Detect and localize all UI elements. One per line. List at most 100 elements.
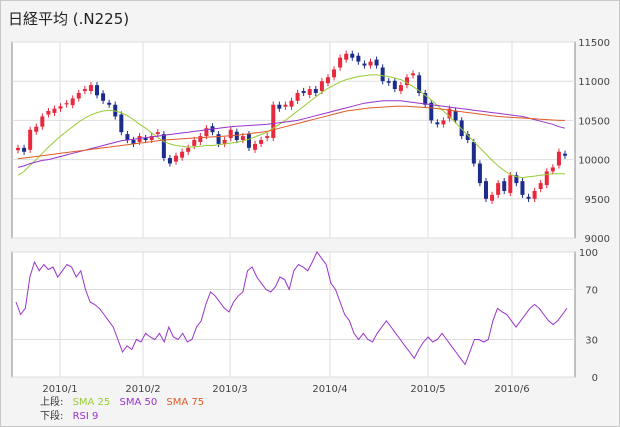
- candle-body: [16, 147, 20, 151]
- candle-body: [295, 92, 300, 101]
- candle-body: [119, 114, 124, 133]
- candle-body: [496, 183, 501, 195]
- candle-body: [222, 140, 227, 144]
- sma75-line: [17, 105, 565, 160]
- legend-upper-label: 上段:: [40, 397, 64, 408]
- candle-body: [204, 128, 209, 137]
- upper-y-tick-label: 9500: [585, 195, 610, 206]
- candle-body: [453, 110, 458, 121]
- candle-body: [435, 122, 440, 125]
- candle-body: [471, 141, 476, 164]
- candle-body: [186, 147, 191, 152]
- legend-item-rsi9: RSI 9: [72, 411, 99, 422]
- candle-body: [398, 85, 403, 91]
- candle-body: [325, 77, 330, 84]
- candle-body: [459, 120, 464, 137]
- rsi9-line: [15, 251, 568, 366]
- candle-body: [289, 100, 294, 107]
- candle-body: [441, 120, 446, 125]
- candle-body: [70, 98, 75, 106]
- x-tick-label: 2010/3: [212, 384, 247, 395]
- candle-body: [76, 92, 81, 99]
- candle-body: [34, 126, 39, 132]
- candle-body: [58, 106, 63, 109]
- candle-body: [538, 183, 543, 189]
- upper-y-tick-label: 11500: [578, 38, 610, 49]
- x-tick-label: 2010/6: [494, 384, 529, 395]
- candle-body: [131, 140, 136, 144]
- candle-body: [332, 69, 337, 78]
- candle-body: [246, 134, 251, 148]
- candle-body: [22, 147, 27, 152]
- candle-body: [368, 61, 373, 66]
- legend-item-sma50: SMA 50: [119, 397, 158, 408]
- candle-body: [180, 151, 185, 158]
- candle-body: [344, 53, 349, 60]
- candle-body: [319, 81, 324, 91]
- chart-title: 日経平均 (.N225): [8, 10, 130, 28]
- candle-body: [64, 103, 69, 105]
- candle-body: [46, 110, 51, 115]
- candle-body: [429, 102, 434, 121]
- legend-item-sma25: SMA 25: [72, 397, 111, 408]
- candle-body: [149, 136, 154, 140]
- candle-body: [101, 93, 106, 101]
- candle-body: [174, 155, 179, 162]
- sma25-line: [17, 74, 565, 179]
- candle-body: [423, 92, 428, 105]
- upper-y-tick-label: 10500: [578, 116, 610, 127]
- candle-body: [465, 134, 470, 140]
- candle-body: [28, 129, 33, 150]
- candle-body: [271, 104, 276, 139]
- candle-body: [556, 151, 561, 166]
- candle-body: [362, 63, 367, 66]
- candle-body: [167, 158, 172, 164]
- candle-body: [52, 108, 57, 113]
- candle-body: [386, 81, 391, 83]
- candle-body: [234, 131, 239, 140]
- upper-y-tick-label: 9000: [585, 234, 610, 245]
- candle-body: [477, 163, 482, 184]
- x-tick-label: 2010/2: [125, 384, 160, 395]
- candle-body: [490, 194, 495, 201]
- candle-body: [143, 138, 148, 140]
- sma50-line: [17, 100, 566, 168]
- candle-body: [198, 136, 203, 142]
- candle-body: [508, 175, 513, 193]
- candle-body: [404, 77, 409, 86]
- candle-body: [88, 85, 93, 91]
- candle-body: [259, 140, 264, 144]
- legend-item-sma75: SMA 75: [166, 397, 205, 408]
- legend-upper: 上段: SMA 25 SMA 50 SMA 75: [40, 393, 210, 408]
- candle-body: [265, 136, 270, 139]
- candle-body: [161, 134, 166, 159]
- candle-body: [155, 132, 160, 135]
- candle-body: [313, 89, 318, 93]
- candle-body: [544, 171, 549, 186]
- candle-body: [253, 143, 258, 150]
- candle-body: [277, 104, 282, 109]
- candle-body: [350, 53, 355, 58]
- candle-body: [338, 57, 343, 68]
- candle-body: [283, 104, 288, 107]
- candle-body: [307, 89, 312, 95]
- candle-body: [380, 67, 385, 82]
- lower-y-tick-label: 70: [585, 286, 598, 297]
- lower-y-tick-label: 100: [579, 248, 598, 259]
- x-tick-label: 2010/5: [410, 384, 445, 395]
- legend-lower: 下段: RSI 9: [40, 407, 104, 422]
- candle-body: [411, 73, 416, 76]
- lower-y-tick-label: 30: [585, 336, 598, 347]
- candle-body: [107, 102, 112, 105]
- candle-body: [447, 108, 452, 119]
- upper-plot-area: [11, 41, 576, 239]
- candle-body: [192, 140, 197, 146]
- candle-body: [95, 85, 100, 96]
- candle-body: [82, 89, 87, 91]
- candle-body: [514, 175, 519, 184]
- candle-body: [301, 91, 306, 93]
- candle-body: [216, 134, 221, 144]
- candle-body: [502, 181, 507, 191]
- candle-body: [40, 116, 45, 127]
